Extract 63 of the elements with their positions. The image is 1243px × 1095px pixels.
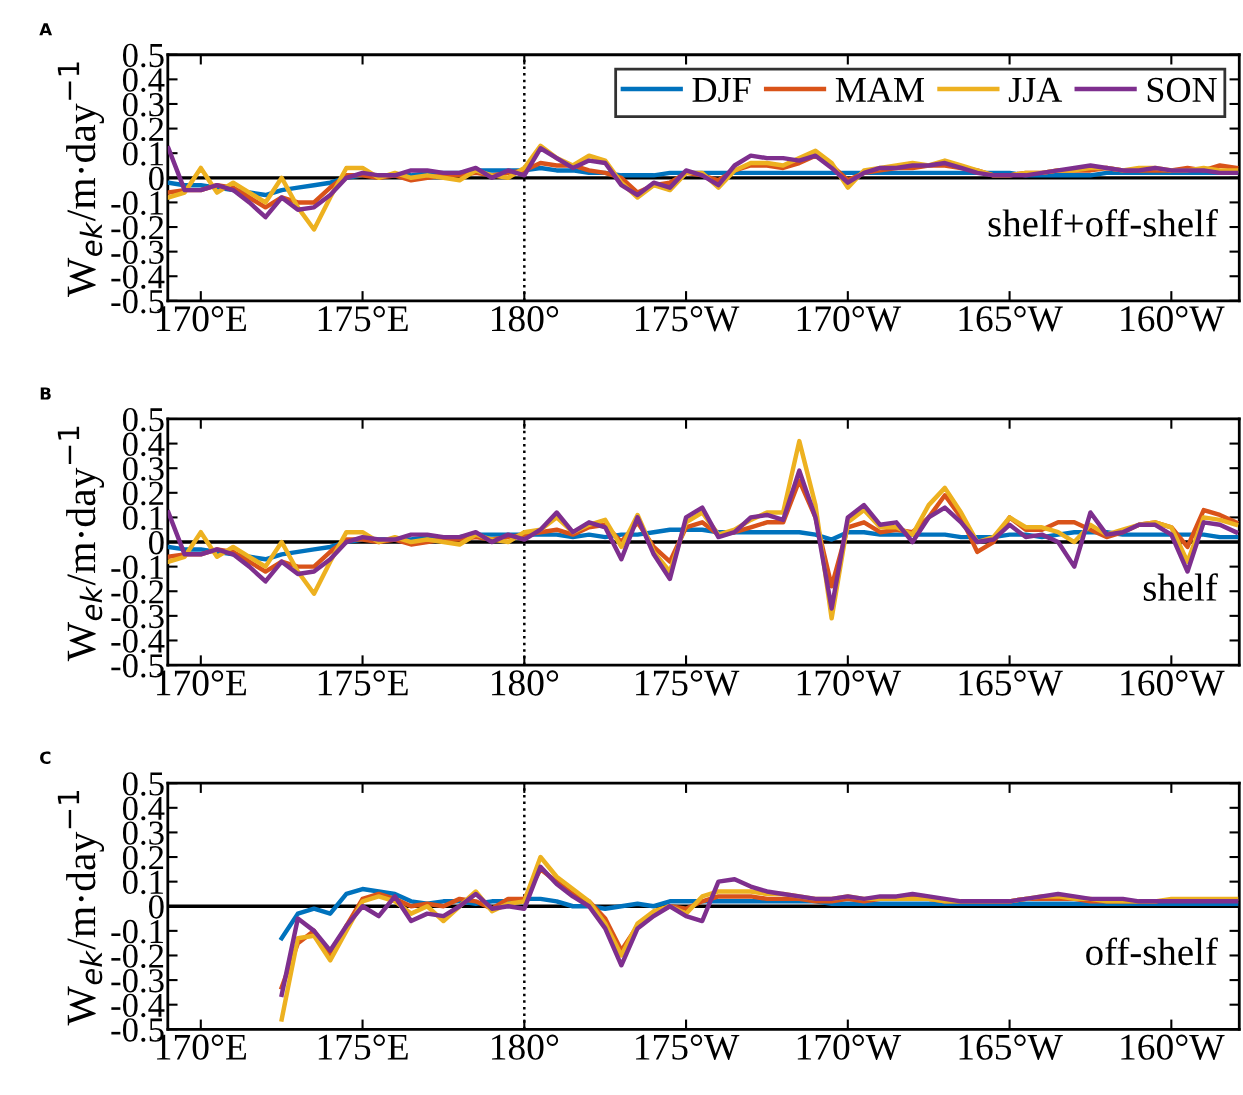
y-tick-label: -0.4 xyxy=(111,629,165,654)
x-tick-label: 165°W xyxy=(959,306,1063,332)
chart-title: B xyxy=(40,387,51,400)
y-tick-label: -0.1 xyxy=(111,191,163,215)
annotation: shelf xyxy=(1143,573,1218,601)
x-tick-label: 165°W xyxy=(959,670,1063,696)
x-tick-label: 175°W xyxy=(636,1034,740,1061)
y-tick-label: -0.2 xyxy=(111,580,164,604)
y-tick-label: 0.3 xyxy=(122,821,164,845)
chart-title: A xyxy=(39,23,53,36)
x-tick-label: 175°E xyxy=(318,306,408,332)
y-axis-title: W$_{ek}$/m·day$^{−1}$ xyxy=(57,790,105,1026)
y-tick-label: 0.2 xyxy=(122,481,164,506)
y-tick-label: -0.2 xyxy=(111,944,164,969)
y-tick-label: 0 xyxy=(148,166,164,191)
y-tick-label: 0.4 xyxy=(122,796,165,821)
line-series xyxy=(279,864,1239,998)
chart-title: C xyxy=(40,751,51,764)
y-tick-label: 0.5 xyxy=(122,407,164,432)
y-tick-label: 0.4 xyxy=(122,432,165,457)
x-tick-label: 180° xyxy=(491,670,559,696)
legend-label: MAM xyxy=(835,77,924,102)
y-tick-label: -0.1 xyxy=(111,555,163,580)
x-tick-label: 170°W xyxy=(797,670,902,696)
legend-label: JJA xyxy=(1008,77,1063,103)
x-tick-label: 160°W xyxy=(1121,306,1225,332)
y-tick-label: -0.2 xyxy=(111,215,164,240)
y-tick-label: 0.3 xyxy=(122,92,164,117)
x-tick-label: 170°W xyxy=(797,1034,902,1061)
y-tick-label: 0.5 xyxy=(122,43,164,68)
y-tick-label: 0 xyxy=(148,530,164,555)
x-tick-label: 175°W xyxy=(636,306,740,332)
annotation: off-shelf xyxy=(1086,937,1218,966)
y-tick-label: 0.2 xyxy=(122,117,164,142)
y-axis-title: W$_{ek}$/m·day$^{−1}$ xyxy=(57,426,105,662)
y-tick-label: 0.1 xyxy=(122,506,163,530)
x-tick-label: 165°W xyxy=(959,1034,1063,1061)
line-series xyxy=(167,468,1239,611)
x-tick-label: 180° xyxy=(491,306,559,332)
y-tick-label: 0.4 xyxy=(122,68,165,92)
annotation: shelf+off-shelf xyxy=(988,208,1218,237)
y-tick-label: -0.3 xyxy=(111,969,164,993)
x-tick-label: 160°W xyxy=(1121,1034,1225,1061)
x-tick-label: 175°E xyxy=(318,1034,408,1060)
x-tick-label: 175°E xyxy=(318,670,408,696)
y-tick-label: 0.2 xyxy=(122,845,164,870)
legend-label: SON xyxy=(1147,77,1217,103)
y-tick-label: -0.3 xyxy=(111,240,164,265)
y-tick-label: 0.5 xyxy=(122,772,164,796)
y-tick-label: 0.1 xyxy=(122,870,163,895)
x-tick-label: 175°W xyxy=(636,670,740,696)
y-axis-title: W$_{ek}$/m·day$^{−1}$ xyxy=(57,62,105,297)
y-tick-label: -0.1 xyxy=(111,919,163,944)
y-tick-label: -0.3 xyxy=(111,604,164,629)
y-tick-label: 0 xyxy=(148,895,164,919)
x-tick-label: 160°W xyxy=(1121,670,1225,696)
y-tick-label: 0.1 xyxy=(122,142,163,166)
y-tick-label: -0.4 xyxy=(111,265,165,289)
x-tick-label: 180° xyxy=(491,1034,559,1060)
legend-label: DJF xyxy=(692,78,751,103)
x-tick-label: 170°W xyxy=(797,306,902,332)
y-tick-label: -0.4 xyxy=(111,993,165,1018)
y-tick-label: 0.3 xyxy=(122,457,164,481)
